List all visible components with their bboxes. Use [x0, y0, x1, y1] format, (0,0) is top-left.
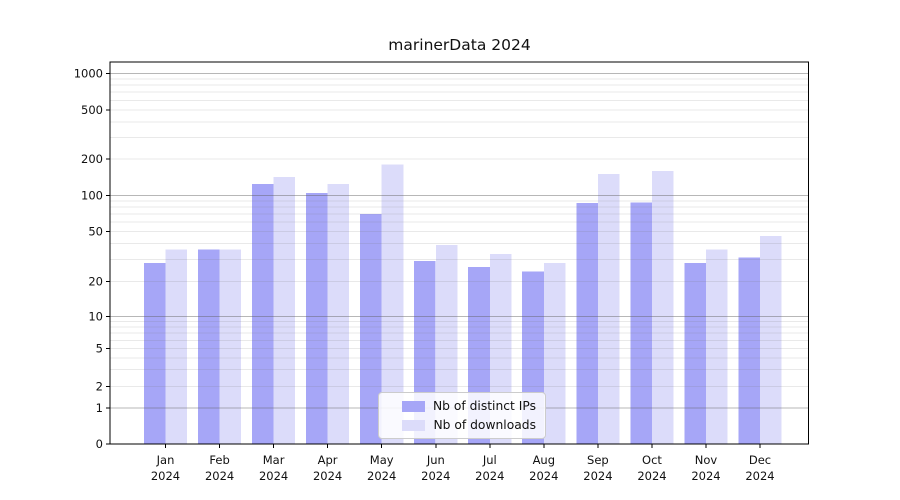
y-tick-label: 200: [81, 152, 103, 166]
bar-distinct-ips-mar: [252, 183, 274, 444]
y-tick-label: 500: [81, 103, 103, 117]
bar-distinct-ips-jan: [143, 263, 166, 444]
bar-downloads-nov: [706, 249, 728, 444]
bar-downloads-apr: [327, 183, 350, 444]
legend: Nb of distinct IPs Nb of downloads: [378, 392, 546, 439]
x-tick-label-month: Jul: [482, 453, 497, 467]
x-tick-label-year: 2024: [637, 469, 666, 483]
legend-swatch-downloads: [402, 419, 426, 431]
x-tick-label-month: Feb: [209, 453, 229, 467]
bar-distinct-ips-sep: [576, 202, 598, 444]
bar-downloads-feb: [219, 249, 242, 444]
y-tick-label: 100: [81, 189, 103, 203]
y-tick-label: 10: [88, 310, 103, 324]
bar-distinct-ips-apr: [306, 193, 328, 444]
y-tick-label: 1: [96, 401, 103, 415]
legend-label-distinct-ips: Nb of distinct IPs: [432, 399, 536, 413]
legend-swatch-distinct-ips: [401, 400, 425, 412]
bar-distinct-ips-dec: [738, 257, 760, 444]
x-tick-label-year: 2024: [475, 469, 504, 483]
y-tick-label: 20: [88, 274, 103, 288]
bar-distinct-ips-oct: [630, 202, 652, 444]
bar-downloads-dec: [760, 236, 782, 444]
bar-downloads-sep: [597, 174, 620, 444]
bar-downloads-aug: [543, 263, 566, 444]
y-tick-label: 0: [96, 437, 103, 451]
x-tick-label-month: Jun: [426, 453, 445, 467]
x-tick-label-year: 2024: [205, 469, 234, 483]
y-tick-label: 2: [96, 379, 103, 393]
x-tick-label-year: 2024: [691, 469, 720, 483]
y-tick-label: 5: [96, 342, 103, 356]
x-tick-label-year: 2024: [583, 469, 612, 483]
bar-downloads-jan: [165, 249, 188, 444]
x-tick-label-year: 2024: [367, 469, 396, 483]
bar-downloads-mar: [273, 177, 296, 444]
x-tick-label-month: Dec: [749, 453, 771, 467]
x-tick-label-month: May: [370, 453, 394, 467]
x-tick-label-year: 2024: [259, 469, 288, 483]
x-tick-label-month: Mar: [263, 453, 285, 467]
legend-label-downloads: Nb of downloads: [433, 418, 536, 432]
x-tick-label-month: Jan: [156, 453, 175, 467]
axes-box: [109, 61, 809, 445]
x-tick-label-year: 2024: [421, 469, 450, 483]
bar-downloads-oct: [652, 170, 674, 445]
y-tick-label: 1000: [74, 66, 103, 80]
x-tick-label-month: Apr: [318, 453, 338, 467]
bar-distinct-ips-nov: [684, 263, 706, 444]
y-tick-label: 50: [88, 225, 103, 239]
x-tick-label-month: Nov: [695, 453, 718, 467]
chart-title: marinerData 2024: [388, 36, 531, 54]
x-tick-label-month: Oct: [642, 453, 662, 467]
legend-item-downloads: Nb of downloads: [387, 418, 536, 432]
legend-item-distinct-ips: Nb of distinct IPs: [387, 399, 536, 413]
x-tick-label-year: 2024: [151, 469, 180, 483]
x-tick-label-year: 2024: [529, 469, 558, 483]
x-tick-label-month: Sep: [587, 453, 609, 467]
bar-distinct-ips-may: [360, 214, 382, 444]
bar-distinct-ips-feb: [198, 249, 220, 444]
x-tick-label-month: Aug: [533, 453, 555, 467]
x-tick-label-year: 2024: [745, 469, 774, 483]
bar-downloads-may: [381, 164, 404, 444]
x-tick-label-year: 2024: [313, 469, 342, 483]
